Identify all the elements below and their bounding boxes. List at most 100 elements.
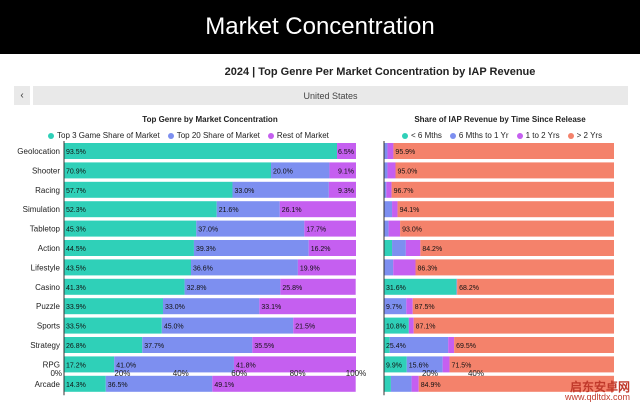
legend-dot-icon: [567, 132, 574, 139]
category-label: Strategy: [30, 341, 60, 350]
bar-segment: [384, 298, 407, 315]
data-label: 32.8%: [187, 285, 207, 292]
data-label: 26.1%: [282, 207, 302, 214]
bar-segment: [64, 201, 217, 218]
bar-segment: [395, 162, 614, 179]
category-label: Casino: [35, 283, 60, 292]
data-label: 37.7%: [144, 343, 164, 350]
bar-segment: [418, 375, 614, 392]
bar-segment: [252, 337, 356, 353]
banner-title: Market Concentration: [0, 0, 640, 54]
x-tick-label: 0%: [50, 369, 62, 378]
legend-dot-icon: [402, 132, 408, 139]
left-panel-title: Top Genre by Market Concentration: [142, 115, 278, 124]
data-label: 41.3%: [66, 285, 86, 292]
x-tick-label: 60%: [231, 369, 247, 378]
x-tick-label: 80%: [290, 369, 306, 378]
category-label: Racing: [35, 186, 60, 195]
bar-segment: [64, 259, 192, 276]
data-label: 84.2%: [422, 246, 442, 253]
bar-segment: [384, 375, 391, 392]
data-label: 45.3%: [66, 227, 86, 234]
bar-segment: [196, 220, 305, 237]
bar-segment: [191, 259, 298, 276]
data-label: 21.5%: [295, 324, 315, 331]
region-selected-label: United States: [303, 90, 358, 101]
bar-segment: [328, 181, 356, 198]
bar-segment: [412, 298, 614, 315]
legend-item-lt6m: < 6 Mths: [402, 131, 442, 140]
category-label: Action: [38, 244, 60, 253]
bar-segment: [397, 201, 614, 218]
bar-segment: [64, 375, 106, 392]
legend-item-6mto1y: 6 Mths to 1 Yr: [449, 131, 509, 140]
data-label: 33.0%: [165, 304, 185, 311]
bar-segment: [387, 162, 396, 179]
legend-item-top3: Top 3 Game Share of Market: [48, 131, 160, 140]
data-label: 37.0%: [198, 227, 218, 234]
data-label: 17.2%: [66, 362, 86, 369]
bar-segment: [64, 181, 233, 198]
bar-segment: [64, 356, 115, 373]
bar-segment: [64, 240, 194, 256]
data-label: 70.9%: [66, 168, 86, 175]
bar-segment: [64, 337, 143, 353]
x-tick-label: 20%: [422, 369, 438, 378]
data-label: 41.0%: [116, 362, 136, 369]
data-label: 17.7%: [306, 227, 326, 234]
data-label: 20.0%: [273, 168, 293, 175]
data-label: 52.3%: [66, 207, 86, 214]
data-label: 57.7%: [66, 188, 86, 195]
bar-segment: [259, 298, 356, 315]
bar-segment: [384, 181, 387, 198]
bar-segment: [212, 375, 356, 392]
bar-segment: [193, 240, 309, 256]
region-selector[interactable]: United States: [33, 86, 628, 105]
data-label: 71.5%: [452, 362, 472, 369]
data-label: 33.5%: [66, 324, 86, 331]
bar-segment: [405, 240, 421, 256]
data-label: 33.1%: [261, 304, 281, 311]
bar-segment: [64, 298, 163, 315]
x-tick-label: 20%: [114, 369, 130, 378]
bar-segment: [389, 337, 449, 353]
bar-segment: [114, 356, 234, 373]
bar-segment: [280, 278, 356, 295]
data-label: 15.6%: [409, 362, 429, 369]
category-label: Arcade: [35, 380, 61, 389]
bar-segment: [411, 375, 419, 392]
bar-segment: [392, 201, 398, 218]
bar-segment: [400, 220, 614, 237]
left-legend: Top 3 Game Share of Market Top 20 Share …: [48, 131, 329, 140]
bar-segment: [384, 220, 389, 237]
data-label: 19.9%: [300, 265, 320, 272]
legend-item-gt2y: > 2 Yrs: [567, 131, 602, 140]
bar-segment: [442, 356, 450, 373]
data-label: 33.9%: [66, 304, 86, 311]
data-label: 14.3%: [66, 382, 86, 389]
data-label: 49.1%: [214, 382, 234, 389]
data-label: 96.7%: [394, 188, 414, 195]
bar-segment: [304, 220, 356, 237]
data-label: 39.3%: [196, 246, 216, 253]
category-label: Geolocation: [17, 147, 60, 156]
data-label: 25.8%: [282, 285, 302, 292]
data-label: 25.4%: [386, 343, 406, 350]
previous-region-button[interactable]: ‹: [14, 86, 30, 105]
data-label: 95.9%: [395, 149, 415, 156]
data-label: 87.1%: [416, 324, 436, 331]
category-label: Lifestyle: [31, 263, 61, 272]
bar-segment: [233, 356, 356, 373]
legend-dot-icon: [449, 132, 456, 139]
bar-segment: [384, 356, 407, 373]
bar-segment: [386, 181, 392, 198]
data-label: 26.8%: [66, 343, 86, 350]
bar-segment: [391, 181, 614, 198]
bar-segment: [232, 181, 329, 198]
bar-segment: [384, 240, 393, 256]
bar-segment: [384, 201, 393, 218]
bar-segment: [279, 201, 356, 218]
bar-segment: [271, 162, 330, 179]
